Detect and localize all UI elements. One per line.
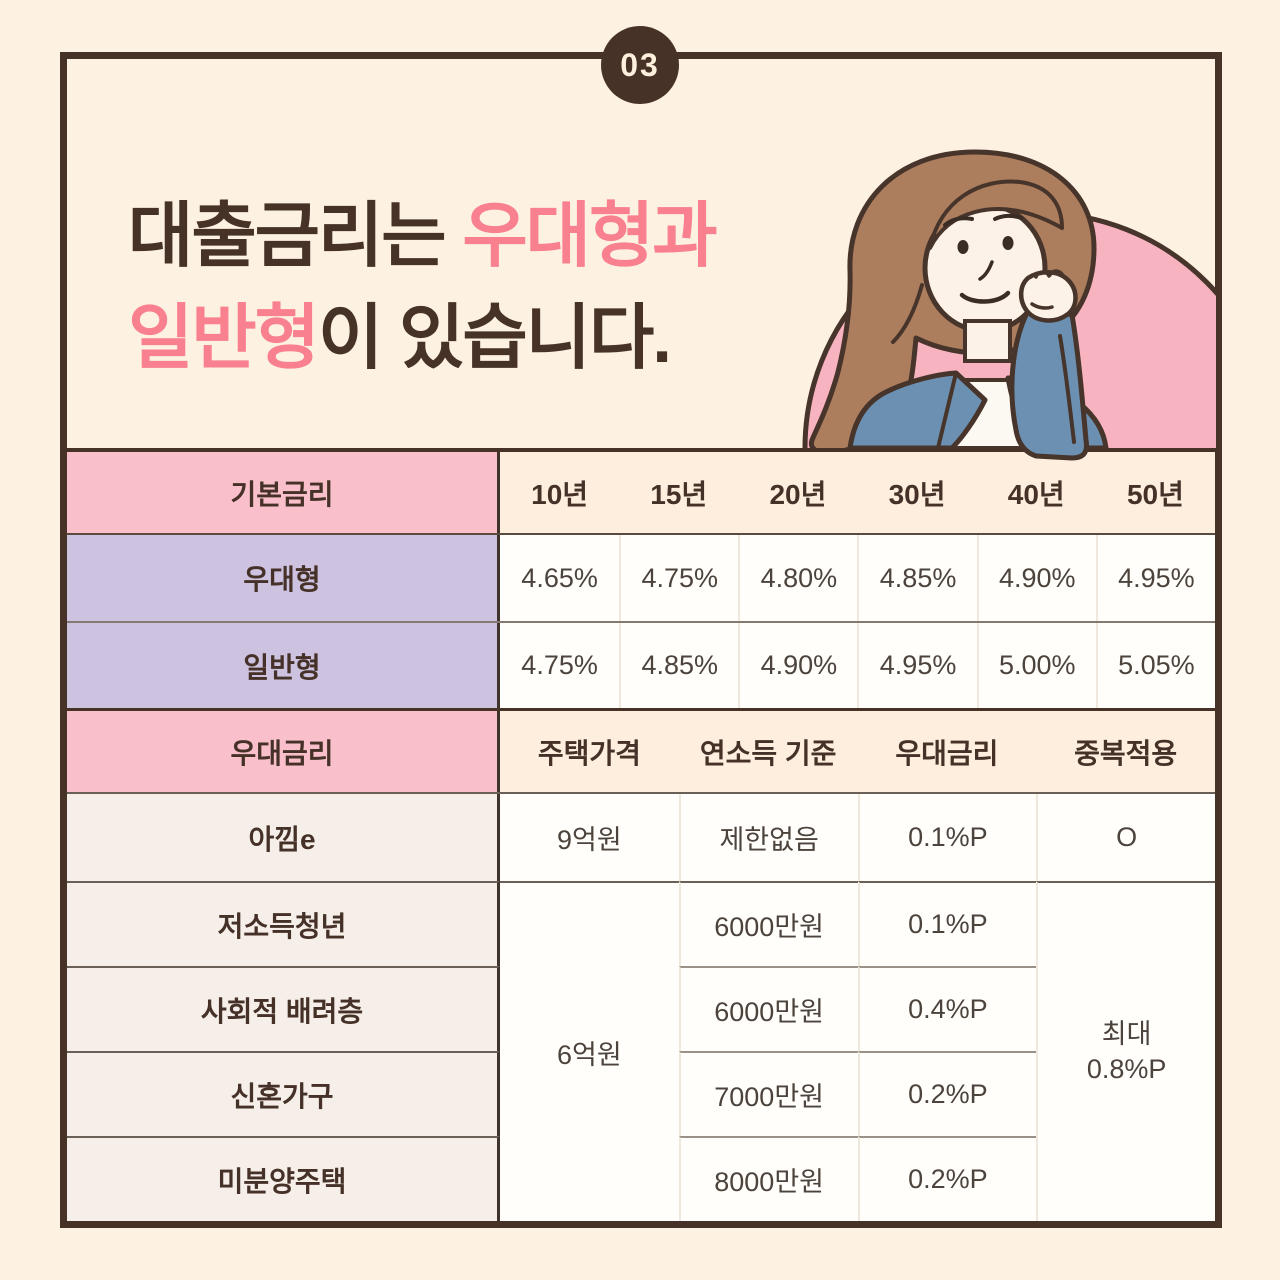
income-cell: 6000만원 [678, 881, 858, 966]
rate-cell: 0.1%P [857, 881, 1037, 966]
row-label-low-income-youth: 저소득청년 [67, 881, 500, 966]
term-header-20y: 20년 [738, 452, 858, 533]
benefit-header-row: 우대금리 주택가격 연소득 기준 우대금리 중복적용 [67, 708, 1215, 794]
merged-overlap-cell: 최대 0.8%P [1036, 881, 1215, 1221]
col-header-overlap: 중복적용 [1036, 711, 1215, 792]
merged-house-price-cell: 6억원 [500, 881, 679, 1221]
col-header-income: 연소득 기준 [678, 711, 858, 792]
title-dark-2: 이 있습니다. [317, 299, 672, 379]
page-title: 대출금리는 우대형과 일반형이 있습니다. [128, 186, 718, 390]
rate-cell: 0.4%P [857, 966, 1037, 1051]
term-header-15y: 15년 [619, 452, 739, 533]
basic-rate-header-label: 기본금리 [67, 452, 500, 533]
title-line-2: 일반형이 있습니다. [128, 288, 716, 390]
general-type-row: 일반형 4.75% 4.85% 4.90% 4.95% 5.00% 5.05% [67, 621, 1215, 708]
term-header-10y: 10년 [500, 452, 620, 533]
col-header-rate: 우대금리 [857, 711, 1037, 792]
rates-section: 기본금리 10년 15년 20년 30년 40년 50년 우대형 4.65% 4… [67, 448, 1215, 1221]
merged-overlap-line1: 최대 [1101, 1018, 1152, 1049]
rate-cell: 0.2%P [857, 1136, 1037, 1221]
col-header-house-price: 주택가격 [500, 711, 679, 792]
income-cell: 6000만원 [678, 966, 858, 1051]
rate-cell: 4.80% [738, 535, 858, 621]
rate-cell: 5.00% [976, 623, 1096, 708]
house-price-cell: 9억원 [500, 794, 679, 881]
benefit-table-body: 아낌e 9억원 제한없음 0.1%P O 6억원 최대 0.8%P 저소득청년 … [67, 794, 1215, 1221]
rate-cell: 4.85% [857, 535, 977, 621]
row-label-preferential: 우대형 [67, 535, 500, 621]
row-label-newlywed: 신혼가구 [67, 1051, 500, 1136]
row-label-akkime: 아낌e [67, 794, 500, 881]
page-number-badge: 03 [601, 26, 679, 104]
rate-cell: 0.1%P [857, 794, 1037, 881]
rate-cell: 4.65% [500, 535, 620, 621]
term-header-40y: 40년 [976, 452, 1096, 533]
term-header-30y: 30년 [857, 452, 977, 533]
benefit-header-label: 우대금리 [67, 711, 500, 792]
rate-cell: 0.2%P [857, 1051, 1037, 1136]
rate-cell: 4.95% [857, 623, 977, 708]
title-pink-1: 우대형과 [462, 197, 717, 276]
rate-cell: 4.90% [738, 623, 858, 708]
rate-cell: 4.75% [500, 623, 620, 708]
overlap-cell: O [1036, 794, 1215, 881]
rate-cell: 4.90% [976, 535, 1096, 621]
income-cell: 7000만원 [678, 1051, 858, 1136]
income-cell: 8000만원 [678, 1136, 858, 1221]
title-pink-2: 일반형 [128, 299, 320, 379]
title-line-1: 대출금리는 우대형과 [128, 186, 718, 288]
rate-cell: 4.85% [619, 623, 739, 708]
row-label-general: 일반형 [67, 623, 500, 708]
rate-cell: 4.95% [1095, 535, 1215, 621]
preferential-type-row: 우대형 4.65% 4.75% 4.80% 4.85% 4.90% 4.95% [67, 535, 1215, 621]
row-label-unsold-housing: 미분양주택 [67, 1136, 500, 1221]
term-header-50y: 50년 [1095, 452, 1215, 533]
rate-cell: 4.75% [619, 535, 739, 621]
rate-cell: 5.05% [1095, 623, 1215, 708]
basic-rate-header-row: 기본금리 10년 15년 20년 30년 40년 50년 [67, 448, 1215, 535]
merged-overlap-line2: 0.8%P [1086, 1054, 1167, 1084]
income-cell: 제한없음 [678, 794, 858, 881]
page-number: 03 [620, 46, 660, 83]
title-dark-1: 대출금리는 [128, 197, 463, 276]
row-label-social-care: 사회적 배려층 [67, 966, 500, 1051]
